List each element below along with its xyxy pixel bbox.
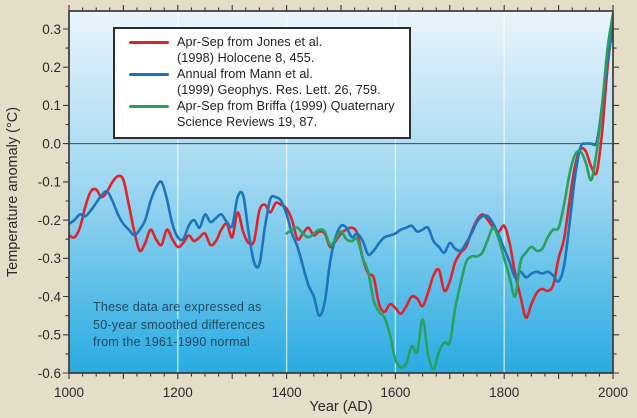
y-tick-label: 0.2 — [42, 60, 61, 75]
legend-box: Apr-Sep from Jones et al. (1998) Holocen… — [113, 27, 411, 139]
mann-line-swatch — [129, 72, 169, 76]
smoothing-note-line2: 50-year smoothed differences — [93, 317, 265, 332]
y-tick-label: -0.6 — [38, 366, 61, 381]
series-line — [69, 20, 613, 319]
y-tick-label: -0.5 — [38, 328, 61, 343]
y-tick-label: -0.1 — [38, 175, 61, 190]
data-series — [69, 12, 613, 371]
legend-entry-jones: Apr-Sep from Jones et al. (1998) Holocen… — [127, 34, 403, 66]
smoothing-note: These data are expressed as 50-year smoo… — [93, 299, 265, 352]
x-tick-label: 1800 — [489, 385, 519, 400]
tick-labels: 1000 1200 1400 1600 1800 2000 0.3 0.2 0.1 0.0 -0.1… — [38, 22, 628, 400]
y-tick-label: -0.3 — [38, 251, 61, 266]
smoothing-note-line1: These data are expressed as — [93, 300, 262, 314]
x-tick-label: 1000 — [54, 385, 84, 400]
series-line — [69, 27, 613, 318]
jones-line-swatch — [129, 40, 169, 44]
legend-mann-line2: (1999) Geophys. Res. Lett. 26, 759. — [177, 83, 381, 97]
series-line — [285, 12, 613, 371]
y-tick-label: 0.3 — [42, 22, 61, 37]
axis-ticks — [63, 5, 619, 379]
y-tick-label: -0.4 — [38, 289, 62, 304]
legend-jones-line2: (1998) Holocene 8, 455. — [177, 51, 315, 65]
x-axis-label: Year (AD) — [309, 399, 372, 415]
briffa-line-swatch — [129, 104, 169, 108]
y-tick-label: 0.0 — [42, 136, 61, 151]
smoothing-note-line3: from the 1961-1990 normal — [93, 335, 250, 349]
legend-mann-line1: Annual from Mann et al. — [177, 67, 314, 81]
x-tick-label: 1400 — [272, 385, 302, 400]
x-tick-label: 1600 — [380, 385, 410, 400]
y-tick-label: 0.1 — [42, 98, 61, 113]
legend-jones-line1: Apr-Sep from Jones et al. — [177, 35, 323, 49]
x-tick-label: 1200 — [163, 385, 193, 400]
x-tick-label: 2000 — [598, 385, 628, 400]
legend-briffa-line2: Science Reviews 19, 87. — [177, 115, 318, 129]
legend-entry-mann: Annual from Mann et al. (1999) Geophys. … — [127, 66, 403, 98]
legend-entry-briffa: Apr-Sep from Briffa (1999) Quaternary Sc… — [127, 98, 403, 130]
y-tick-label: -0.2 — [38, 213, 61, 228]
legend-briffa-line1: Apr-Sep from Briffa (1999) Quaternary — [177, 99, 395, 113]
y-axis-label: Temperature anomaly (°C) — [5, 107, 21, 277]
